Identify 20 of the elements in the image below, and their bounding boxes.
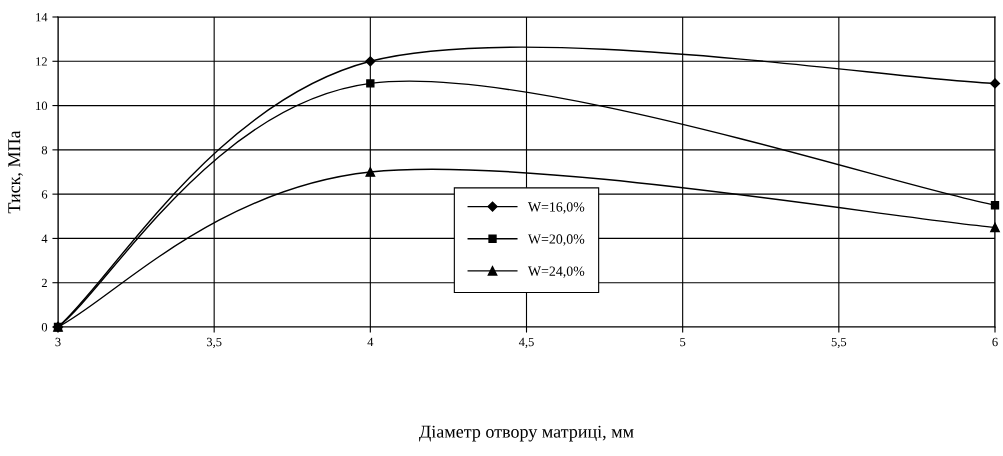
x-tick-label: 5,5 bbox=[831, 337, 847, 349]
y-tick-label: 0 bbox=[41, 323, 48, 332]
y-tick-label: 14 bbox=[36, 13, 48, 22]
legend-label: W=16,0% bbox=[527, 202, 585, 214]
y-tick-label: 4 bbox=[41, 234, 48, 243]
x-tick-label: 4 bbox=[367, 337, 374, 347]
y-tick-label: 10 bbox=[36, 101, 48, 111]
y-tick-label: 6 bbox=[41, 190, 48, 199]
y-tick-label: 8 bbox=[41, 145, 48, 155]
x-tick-label: 4,5 bbox=[518, 337, 534, 349]
y-axis-title: Тиск, МПа bbox=[8, 130, 23, 214]
y-tick-label: 12 bbox=[36, 57, 47, 66]
x-tick-label: 3,5 bbox=[206, 337, 222, 349]
legend-label: W=20,0% bbox=[527, 234, 585, 246]
x-axis-title: Діаметр отвору матриці, мм bbox=[419, 425, 634, 442]
x-tick-label: 6 bbox=[992, 337, 998, 347]
y-tick-label: 2 bbox=[41, 278, 47, 288]
x-tick-label: 5 bbox=[680, 337, 686, 347]
legend-label: W=24,0% bbox=[527, 266, 585, 278]
x-tick-label: 3 bbox=[55, 337, 61, 347]
